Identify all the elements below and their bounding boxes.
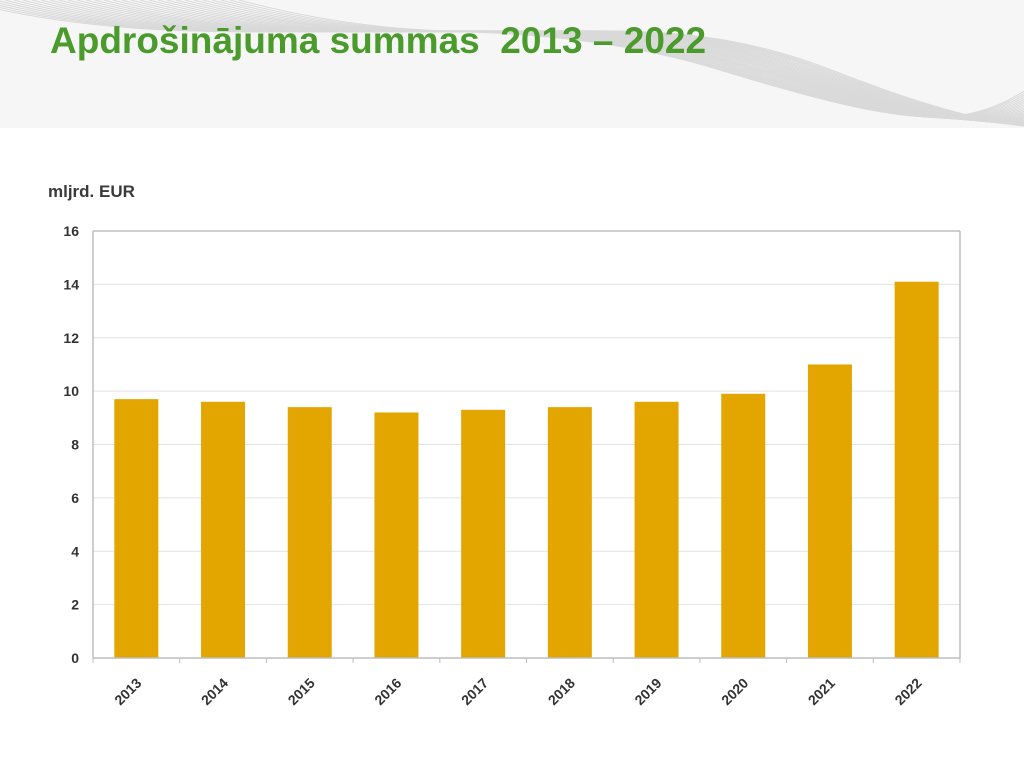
bar-2013 [114, 399, 159, 658]
y-axis-unit-label: mljrd. EUR [48, 182, 135, 201]
wave-line [202, 0, 1024, 126]
bar-2014 [201, 401, 246, 658]
y-tick-label: 14 [63, 276, 79, 292]
header-wave-pattern [0, 0, 1024, 127]
y-tick-label: 2 [71, 597, 79, 613]
y-tick-label: 0 [71, 650, 79, 666]
y-tick-label: 8 [71, 437, 79, 453]
x-tick-labels: 2013 2014 2015 2016 2017 2018 2019 2020 2021 2022 [111, 675, 925, 708]
x-tick-label: 2014 [198, 675, 231, 708]
y-tick-label: 4 [71, 543, 79, 559]
wave-line [238, 0, 1024, 127]
y-tick-label: 16 [63, 223, 79, 239]
y-tick-labels: 0 2 4 6 8 10 12 14 16 [63, 223, 79, 666]
x-tick-label: 2013 [111, 675, 144, 708]
x-tick-label: 2016 [371, 675, 404, 708]
x-tick-label: 2018 [545, 675, 578, 708]
bar-2022 [894, 281, 939, 658]
x-tick-label: 2017 [458, 675, 491, 708]
wave-line [229, 0, 1024, 127]
bar-2020 [721, 393, 766, 658]
bar-2018 [547, 407, 592, 658]
y-tick-label: 6 [71, 490, 79, 506]
x-tick-label: 2022 [891, 675, 924, 708]
header-band [0, 0, 1024, 128]
page-title: Apdrošinājuma summas 2013 – 2022 [50, 20, 707, 61]
bar-2021 [807, 364, 852, 658]
bars [114, 281, 939, 658]
bar-2019 [634, 401, 679, 658]
bar-2016 [374, 412, 419, 658]
y-tick-label: 12 [63, 330, 79, 346]
x-tick-label: 2015 [285, 675, 318, 708]
x-tick-label: 2021 [805, 675, 838, 708]
bar-2017 [461, 409, 506, 658]
y-tick-label: 10 [63, 383, 79, 399]
wave-line [211, 0, 1024, 127]
x-tick-label: 2019 [631, 675, 664, 708]
wave-line [220, 0, 1024, 127]
axes [92, 230, 961, 663]
x-tick-label: 2020 [718, 675, 751, 708]
bar-2015 [287, 407, 332, 658]
